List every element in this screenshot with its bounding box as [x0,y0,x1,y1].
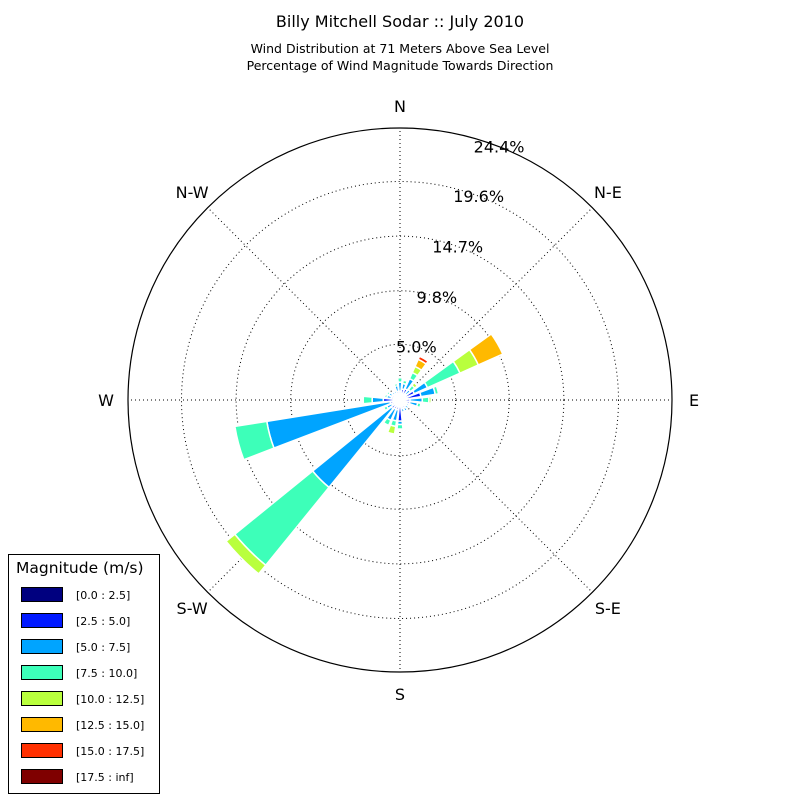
legend: Magnitude (m/s) [0.0 : 2.5] [2.5 : 5.0] [5… [8,554,160,794]
wind-bar-30-bin-7 [418,354,430,363]
legend-swatch [21,665,63,680]
wind-bar-225-bin-4 [225,533,267,575]
wind-bar-0-bin-3 [396,376,404,384]
grid-ring-1 [343,343,457,457]
wind-bar-60-bin-5 [468,332,504,366]
wind-bar-270-bin-3 [362,395,374,405]
grid-layer [128,128,672,672]
legend-label: [10.0 : 12.5] [76,693,145,706]
wind-bar-75-bin-3 [432,385,440,396]
legend-label: [17.5 : inf] [76,771,134,784]
direction-label-n-e: N-E [594,183,622,202]
legend-label: [12.5 : 15.0] [76,719,145,732]
grid-spoke-n-w [207,207,401,401]
direction-label-s-e: S-E [595,599,621,618]
bars-layer [225,332,504,575]
wind-bar-345-bin-3 [393,382,399,388]
chart-subtitle-line-1: Wind Distribution at 71 Meters Above Sea… [250,41,550,56]
legend-label: [7.5 : 10.0] [76,667,138,680]
wind-bar-90-bin-4 [428,395,432,405]
polar-frame [127,127,673,673]
frame-layer [127,127,673,673]
direction-label-n-w: N-W [176,183,209,202]
legend-swatch [21,587,63,602]
legend-label: [15.0 : 17.5] [76,745,145,758]
wind-bar-270-bin-2 [371,396,385,404]
labels-layer: N N-E E S-E S S-W W N-W 5.0% 9.8% 14.7% 19.6% 24.4% [98,97,699,704]
wind-bar-210-bin-3 [382,417,392,427]
legend-swatch [21,639,63,654]
direction-label-s-w: S-W [177,599,208,618]
wind-bar-60-bin-3 [423,360,462,389]
grid-spoke-s-e [399,399,593,593]
wind-bar-15-bin-4 [402,378,409,383]
wind-bar-45-bin-4 [410,381,419,390]
wind-bar-255-bin-3 [234,420,275,461]
radial-tick-label: 5.0% [396,338,437,357]
direction-label-e: E [689,391,699,410]
legend-label: [2.5 : 5.0] [76,615,131,628]
radial-tick-label: 24.4% [474,138,525,157]
wind-bar-240-bin-3 [382,404,390,412]
wind-bar-195-bin-4 [386,424,397,435]
radial-tick-label: 19.6% [453,187,504,206]
wind-bar-300-bin-3 [385,390,392,396]
direction-label-n: N [394,97,406,116]
wind-bar-180-bin-3 [396,423,404,430]
wind-bar-90-bin-3 [421,396,430,404]
grid-spoke-n-e [399,207,593,401]
legend-swatch [21,717,63,732]
wind-bar-285-bin-3 [383,393,389,399]
chart-subtitle-line-2: Percentage of Wind Magnitude Towards Dir… [246,58,554,73]
direction-label-s: S [395,685,405,704]
wind-bar-105-bin-3 [415,401,422,409]
grid-ring-2 [290,290,510,510]
legend-label: [5.0 : 7.5] [76,641,131,654]
chart-title: Billy Mitchell Sodar :: July 2010 [275,12,525,31]
radial-tick-label: 9.8% [416,288,457,307]
legend-swatch [21,613,63,628]
radial-tick-label: 14.7% [432,238,483,257]
direction-label-w: W [98,391,114,410]
legend-label: [0.0 : 2.5] [76,589,131,602]
grid-ring-4 [181,181,619,619]
legend-title: Magnitude (m/s) [16,559,144,577]
legend-swatch [21,691,63,706]
grid-ring-3 [235,235,565,565]
legend-swatch [21,769,63,784]
legend-swatch [21,743,63,758]
